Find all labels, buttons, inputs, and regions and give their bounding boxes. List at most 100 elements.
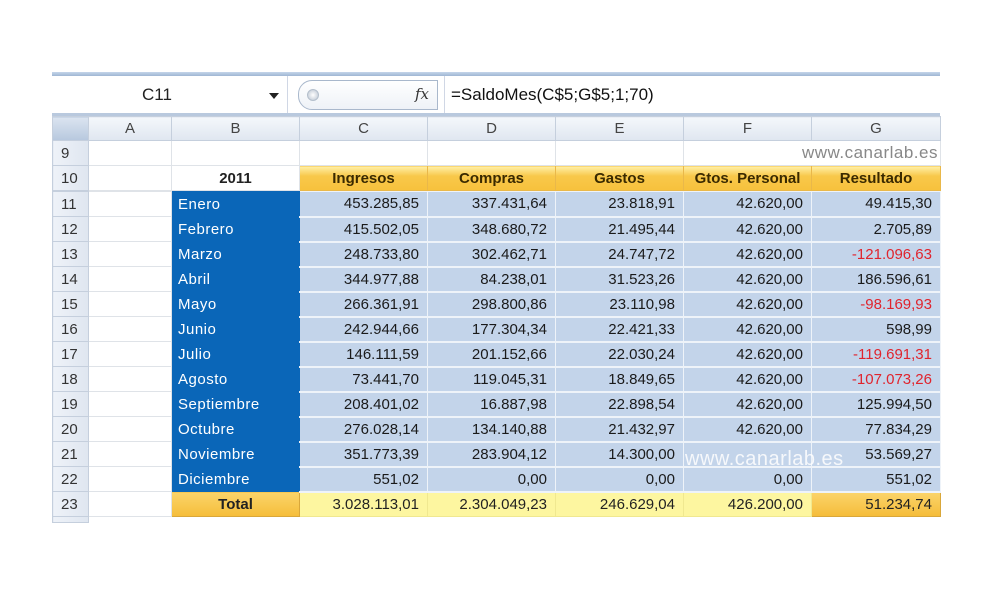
header-gastos[interactable]: Gastos xyxy=(555,165,684,191)
cell[interactable] xyxy=(88,291,172,317)
gastos-cell[interactable]: 24.747,72 xyxy=(555,241,684,268)
resultado-cell[interactable]: 125.994,50 xyxy=(811,391,941,418)
cell[interactable] xyxy=(88,216,172,242)
compras-cell[interactable]: 16.887,98 xyxy=(427,391,556,418)
month-cell[interactable]: Marzo xyxy=(171,241,300,267)
name-box[interactable]: C11 xyxy=(52,76,288,113)
ingresos-cell[interactable]: 208.401,02 xyxy=(299,391,428,418)
header-resultado[interactable]: Resultado xyxy=(811,165,941,191)
column-header-d[interactable]: D xyxy=(427,116,556,141)
row-header[interactable]: 16 xyxy=(52,316,89,342)
resultado-cell[interactable]: 2.705,89 xyxy=(811,216,941,243)
gastos-cell[interactable]: 23.110,98 xyxy=(555,291,684,318)
cell[interactable] xyxy=(88,191,172,217)
gastos-cell[interactable]: 21.495,44 xyxy=(555,216,684,243)
row-header[interactable]: 15 xyxy=(52,291,89,317)
formula-input[interactable]: =SaldoMes(C$5;G$5;1;70) xyxy=(444,76,654,113)
month-cell[interactable]: Abril xyxy=(171,266,300,292)
row-header[interactable]: 13 xyxy=(52,241,89,267)
compras-cell[interactable]: 302.462,71 xyxy=(427,241,556,268)
ingresos-cell[interactable]: 266.361,91 xyxy=(299,291,428,318)
cell[interactable] xyxy=(88,466,172,492)
cell[interactable] xyxy=(88,416,172,442)
column-header-e[interactable]: E xyxy=(555,116,684,141)
month-cell[interactable]: Enero xyxy=(171,191,300,217)
resultado-cell[interactable]: -119.691,31 xyxy=(811,341,941,368)
month-cell[interactable]: Febrero xyxy=(171,216,300,242)
gtos-personal-cell[interactable]: 42.620,00 xyxy=(683,316,812,343)
compras-cell[interactable]: 348.680,72 xyxy=(427,216,556,243)
cell[interactable] xyxy=(88,366,172,392)
gtos-personal-cell[interactable]: 42.620,00 xyxy=(683,416,812,443)
gtos-personal-cell[interactable]: 42.620,00 xyxy=(683,341,812,368)
row-header[interactable]: 14 xyxy=(52,266,89,292)
resultado-cell[interactable]: 53.569,27 xyxy=(811,441,941,468)
compras-cell[interactable]: 134.140,88 xyxy=(427,416,556,443)
ingresos-cell[interactable]: 276.028,14 xyxy=(299,416,428,443)
expand-icon[interactable] xyxy=(307,88,319,101)
cell[interactable] xyxy=(427,140,556,166)
gastos-cell[interactable]: 22.030,24 xyxy=(555,341,684,368)
total-gastos[interactable]: 246.629,04 xyxy=(555,491,684,517)
row-header[interactable]: 19 xyxy=(52,391,89,417)
gastos-cell[interactable]: 22.898,54 xyxy=(555,391,684,418)
month-cell[interactable]: Noviembre xyxy=(171,441,300,467)
ingresos-cell[interactable]: 351.773,39 xyxy=(299,441,428,468)
total-label[interactable]: Total xyxy=(171,491,300,517)
gtos-personal-cell[interactable]: 42.620,00 xyxy=(683,291,812,318)
total-ingresos[interactable]: 3.028.113,01 xyxy=(299,491,428,517)
chevron-down-icon[interactable] xyxy=(269,93,279,99)
month-cell[interactable]: Mayo xyxy=(171,291,300,317)
header-ingresos[interactable]: Ingresos xyxy=(299,165,428,191)
column-header-b[interactable]: B xyxy=(171,116,300,141)
gastos-cell[interactable]: 31.523,26 xyxy=(555,266,684,293)
header-gtos-personal[interactable]: Gtos. Personal xyxy=(683,165,812,191)
cell[interactable] xyxy=(88,391,172,417)
compras-cell[interactable]: 337.431,64 xyxy=(427,191,556,218)
row-header[interactable]: 21 xyxy=(52,441,89,467)
gtos-personal-cell[interactable]: 42.620,00 xyxy=(683,216,812,243)
month-cell[interactable]: Diciembre xyxy=(171,466,300,492)
cell[interactable] xyxy=(88,266,172,292)
ingresos-cell[interactable]: 146.111,59 xyxy=(299,341,428,368)
resultado-cell[interactable]: 49.415,30 xyxy=(811,191,941,218)
row-header[interactable]: 20 xyxy=(52,416,89,442)
compras-cell[interactable]: 119.045,31 xyxy=(427,366,556,393)
row-header[interactable]: 18 xyxy=(52,366,89,392)
row-header[interactable]: 17 xyxy=(52,341,89,367)
row-header[interactable]: 12 xyxy=(52,216,89,242)
total-compras[interactable]: 2.304.049,23 xyxy=(427,491,556,517)
month-cell[interactable]: Septiembre xyxy=(171,391,300,417)
gtos-personal-cell[interactable]: 42.620,00 xyxy=(683,241,812,268)
resultado-cell[interactable]: 77.834,29 xyxy=(811,416,941,443)
resultado-cell[interactable]: -98.169,93 xyxy=(811,291,941,318)
total-gtos-personal[interactable]: 426.200,00 xyxy=(683,491,812,517)
row-header[interactable]: 9 xyxy=(52,140,89,166)
gtos-personal-cell[interactable]: 42.620,00 xyxy=(683,191,812,218)
ingresos-cell[interactable]: 344.977,88 xyxy=(299,266,428,293)
gastos-cell[interactable]: 21.432,97 xyxy=(555,416,684,443)
cell[interactable] xyxy=(88,491,172,517)
resultado-cell[interactable]: -107.073,26 xyxy=(811,366,941,393)
month-cell[interactable]: Octubre xyxy=(171,416,300,442)
ingresos-cell[interactable]: 551,02 xyxy=(299,466,428,493)
column-header-f[interactable]: F xyxy=(683,116,812,141)
ingresos-cell[interactable]: 242.944,66 xyxy=(299,316,428,343)
year-cell[interactable]: 2011 xyxy=(171,165,300,191)
cell[interactable] xyxy=(88,241,172,267)
cell[interactable] xyxy=(171,140,300,166)
row-header[interactable]: 22 xyxy=(52,466,89,492)
select-all-button[interactable] xyxy=(52,116,89,141)
month-cell[interactable]: Agosto xyxy=(171,366,300,392)
resultado-cell[interactable]: 551,02 xyxy=(811,466,941,493)
gtos-personal-cell[interactable]: 42.620,00 xyxy=(683,391,812,418)
row-header[interactable]: 23 xyxy=(52,491,89,517)
column-header-c[interactable]: C xyxy=(299,116,428,141)
row-header[interactable]: 11 xyxy=(52,191,89,217)
compras-cell[interactable]: 177.304,34 xyxy=(427,316,556,343)
column-header-a[interactable]: A xyxy=(88,116,172,141)
ingresos-cell[interactable]: 415.502,05 xyxy=(299,216,428,243)
gastos-cell[interactable]: 0,00 xyxy=(555,466,684,493)
month-cell[interactable]: Junio xyxy=(171,316,300,342)
cell[interactable] xyxy=(88,316,172,342)
